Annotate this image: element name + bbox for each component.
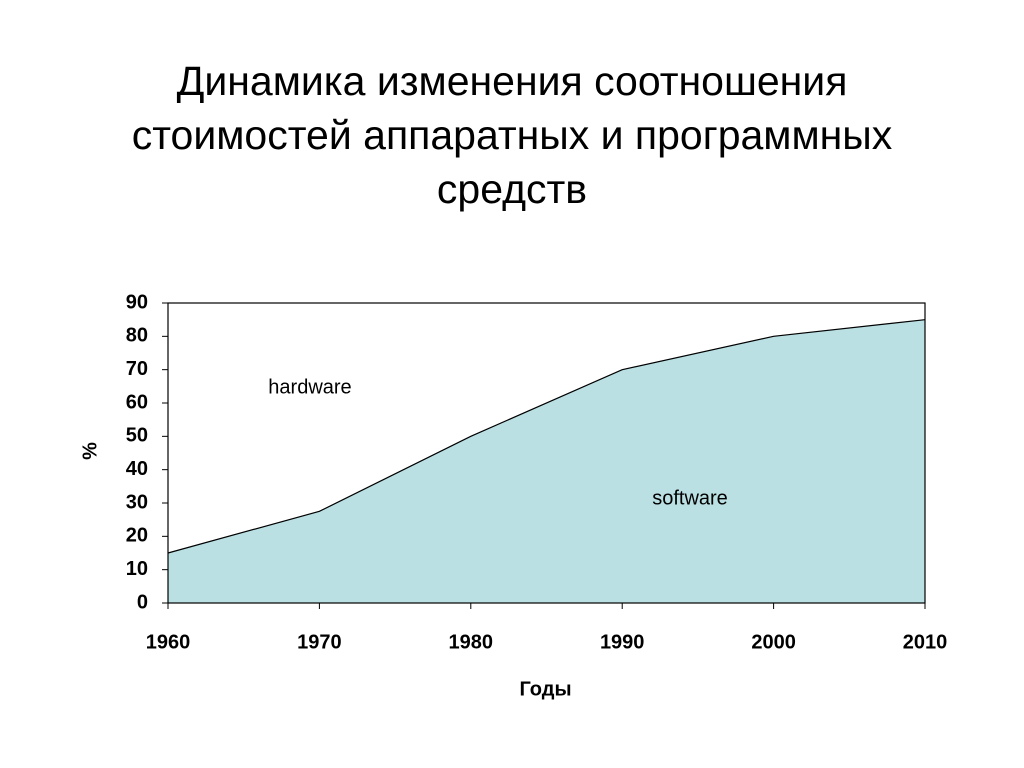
x-tick-label: 1980 <box>449 631 494 653</box>
x-tick-label: 2000 <box>751 631 796 653</box>
y-tick-label: 60 <box>126 391 148 413</box>
y-tick-label: 30 <box>126 491 148 513</box>
x-tick-label: 1960 <box>146 631 191 653</box>
y-tick-label: 10 <box>126 558 148 580</box>
y-axis-label: % <box>79 442 101 460</box>
annotation: hardware <box>268 376 351 398</box>
y-tick-label: 40 <box>126 458 148 480</box>
y-tick-label: 90 <box>126 291 148 313</box>
y-tick-label: 0 <box>137 591 148 613</box>
y-tick-label: 50 <box>126 425 148 447</box>
y-tick-label: 20 <box>126 525 148 547</box>
area-line <box>167 319 926 554</box>
x-axis-label: Годы <box>519 678 571 700</box>
x-tick-label: 1970 <box>297 631 342 653</box>
plot-frame <box>167 302 926 604</box>
x-tick-label: 1990 <box>600 631 645 653</box>
area <box>168 319 925 603</box>
annotation: software <box>652 487 728 509</box>
chart-title: Динамика изменения соотношения стоимосте… <box>131 58 893 212</box>
y-tick-label: 80 <box>126 325 148 347</box>
x-tick-label: 2010 <box>903 631 948 653</box>
y-tick-label: 70 <box>126 358 148 380</box>
